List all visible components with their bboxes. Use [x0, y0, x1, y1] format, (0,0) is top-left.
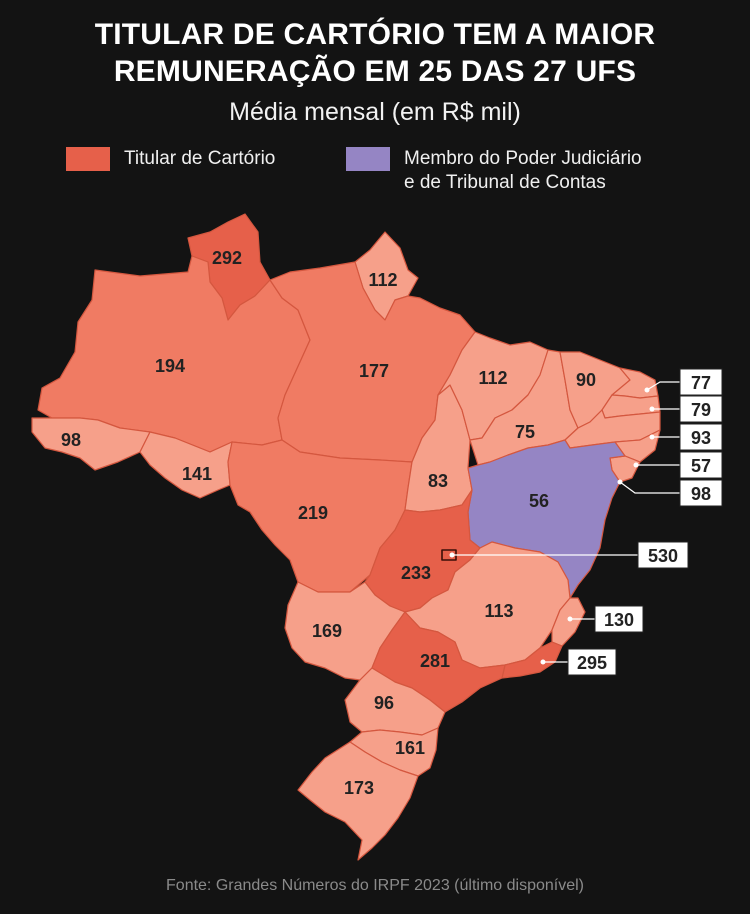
legend-item-cartorio: Titular de Cartório — [66, 147, 275, 171]
state-shape-RJ — [501, 641, 563, 679]
chart-subtitle: Média mensal (em R$ mil) — [229, 98, 521, 126]
state-label-RO: 141 — [182, 464, 212, 484]
state-label-AM: 194 — [155, 356, 185, 376]
callout-box-RN — [679, 368, 723, 396]
state-label-AC: 98 — [61, 430, 81, 450]
callout-value-DF: 530 — [648, 546, 678, 566]
state-label-AP: 112 — [368, 270, 397, 290]
state-label-RS: 173 — [344, 778, 374, 798]
callout-value-RJ: 295 — [577, 653, 607, 673]
callout-boxes — [567, 368, 723, 676]
callout-box-PB — [679, 395, 723, 423]
callout-dot-DF — [449, 552, 455, 558]
legend-label-cartorio: Titular de Cartório — [124, 148, 276, 169]
chart-title: TITULAR DE CARTÓRIO TEM A MAIOR REMUNERA… — [0, 16, 750, 90]
callout-dot-RN — [644, 387, 650, 393]
title-line-1: TITULAR DE CARTÓRIO TEM A MAIOR — [94, 18, 656, 51]
callout-value-PE: 93 — [691, 428, 711, 448]
callout-value-RN: 77 — [691, 373, 711, 393]
legend-swatch-cartorio — [66, 147, 110, 171]
state-label-PI: 75 — [515, 422, 535, 442]
callout-box-AL — [679, 451, 723, 479]
callout-value-SE: 98 — [691, 484, 711, 504]
state-label-PR: 96 — [374, 693, 394, 713]
state-shape-SP — [371, 611, 506, 713]
callout-value-PB: 79 — [691, 400, 711, 420]
callout-line-RN — [646, 381, 680, 391]
callout-box-DF — [637, 541, 689, 569]
callout-line-SE — [619, 481, 680, 494]
state-label-MT: 219 — [298, 503, 328, 523]
state-shape-DF — [441, 549, 457, 561]
callout-dot-AL — [633, 462, 639, 468]
callout-dot-PB — [649, 406, 655, 412]
title-line-2: REMUNERAÇÃO EM 25 DAS 27 UFS — [113, 55, 637, 88]
callout-dots — [449, 387, 655, 665]
state-label-GO: 233 — [401, 563, 431, 583]
state-label-MS: 169 — [312, 621, 342, 641]
legend-label-judiciario: Membro do Poder Judiciário e de Tribunal… — [404, 148, 642, 193]
callout-dot-ES — [567, 616, 573, 622]
state-label-SP: 281 — [420, 651, 450, 671]
state-shape-RS — [297, 741, 419, 861]
state-label-MA: 112 — [478, 368, 507, 388]
callout-dot-RJ — [540, 659, 546, 665]
callout-box-PE — [679, 423, 723, 451]
state-label-BA: 56 — [529, 491, 549, 511]
callout-lines — [452, 381, 680, 663]
state-label-MG: 113 — [484, 601, 513, 621]
callout-box-SE — [679, 479, 723, 507]
callout-box-RJ — [567, 648, 617, 676]
legend-swatch-judiciario — [346, 147, 390, 171]
state-shape-RO — [139, 431, 233, 499]
state-label-RR: 292 — [212, 248, 242, 268]
callout-value-AL: 57 — [691, 456, 711, 476]
callout-value-ES: 130 — [604, 610, 634, 630]
callout-dot-PE — [649, 434, 655, 440]
state-shape-AC — [31, 417, 151, 471]
callout-dot-SE — [617, 479, 623, 485]
state-label-SC: 161 — [395, 738, 425, 758]
state-label-PA: 177 — [359, 361, 389, 381]
state-label-TO: 83 — [428, 471, 448, 491]
state-label-CE: 90 — [576, 370, 596, 390]
source-note: Fonte: Grandes Números do IRPF 2023 (últ… — [166, 877, 584, 894]
legend-item-judiciario: Membro do Poder Judiciário e de Tribunal… — [346, 147, 642, 195]
state-labels: 292 112 194 177 98 141 219 83 112 75 90 … — [61, 248, 596, 798]
callout-box-ES — [594, 605, 644, 633]
callout-values: 77 79 93 57 98 530 130 295 — [577, 373, 711, 673]
